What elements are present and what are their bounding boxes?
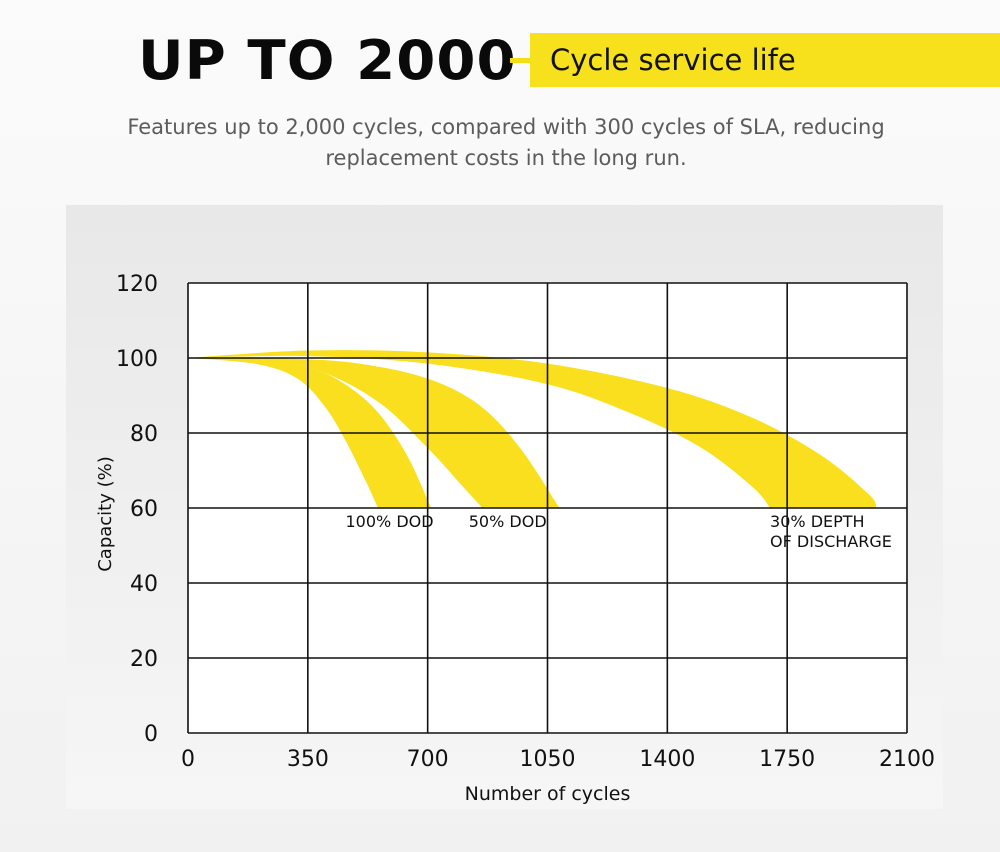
y-tick-label-120: 120 [116, 272, 158, 297]
y-tick-label-0: 0 [144, 722, 158, 747]
y-tick-label-60: 60 [130, 497, 158, 522]
y-tick-label-100: 100 [116, 347, 158, 372]
x-tick-label-700: 700 [407, 747, 449, 772]
x-tick-label-350: 350 [287, 747, 329, 772]
x-tick-label-1750: 1750 [759, 747, 815, 772]
x-tick-label-1400: 1400 [639, 747, 695, 772]
series-label-30-depth-of-discharge-1: 30% DEPTH [770, 512, 865, 531]
x-tick-label-1050: 1050 [520, 747, 576, 772]
x-axis-label: Number of cycles [465, 783, 631, 805]
subtitle: Features up to 2,000 cycles, compared wi… [80, 112, 932, 174]
y-tick-label-40: 40 [130, 572, 158, 597]
series-label-50-dod-1: 50% DOD [469, 512, 547, 531]
y-tick-label-20: 20 [130, 647, 158, 672]
band-30-depth-of-discharge [188, 350, 877, 508]
band-100-dod [188, 358, 432, 508]
cycle-life-tag [530, 33, 1000, 87]
band-50-dod [188, 358, 560, 508]
y-axis-label: Capacity (%) [95, 456, 116, 572]
subtitle-line-2: replacement costs in the long run. [325, 146, 687, 170]
x-tick-label-2100: 2100 [879, 747, 935, 772]
subtitle-line-1: Features up to 2,000 cycles, compared wi… [127, 115, 885, 139]
series-label-100-dod-1: 100% DOD [345, 512, 433, 531]
headline-connector [510, 58, 532, 63]
y-tick-label-80: 80 [130, 422, 158, 447]
headline: UP TO 2000 [138, 29, 517, 92]
x-tick-label-0: 0 [181, 747, 195, 772]
cycle-life-tag-text: Cycle service life [550, 43, 796, 77]
series-label-30-depth-of-discharge-2: OF DISCHARGE [770, 532, 892, 551]
